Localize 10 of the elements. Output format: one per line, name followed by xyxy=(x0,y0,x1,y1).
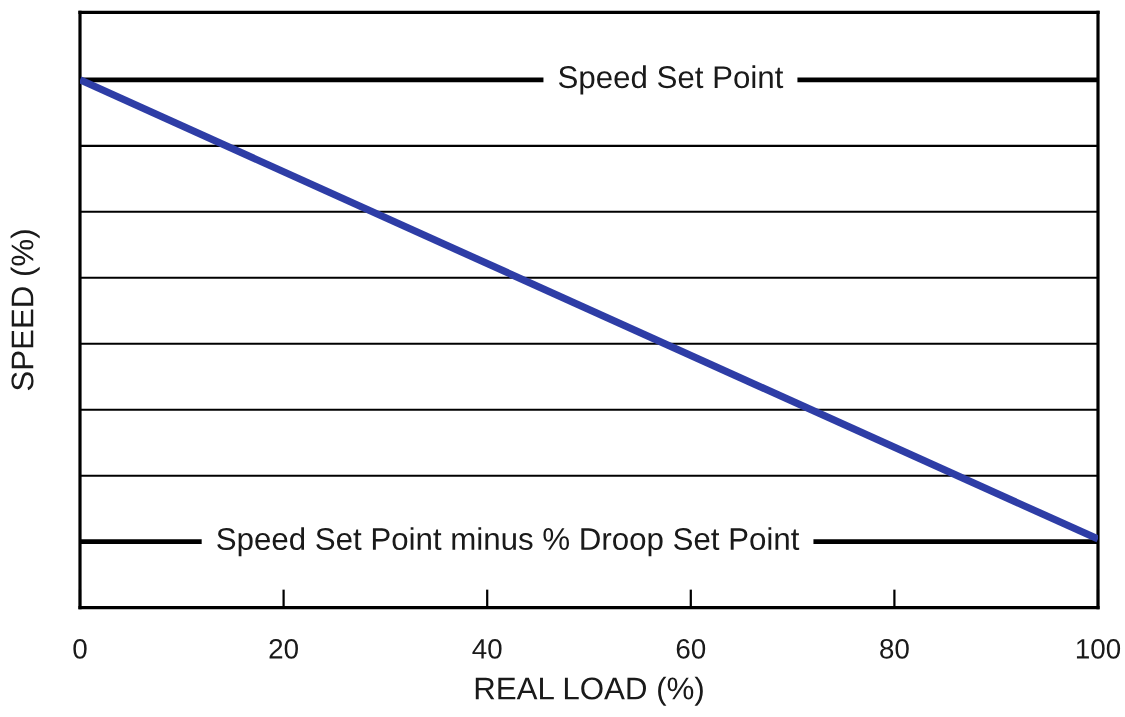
x-tick-label: 100 xyxy=(1076,638,1121,659)
x-tick-label: 0 xyxy=(73,638,87,659)
x-tick-label: 20 xyxy=(269,638,298,659)
x-tick-label: 40 xyxy=(472,638,502,659)
x-tick-label: 80 xyxy=(880,638,909,659)
x-axis-title: REAL LOAD (%) xyxy=(475,676,703,706)
ref-line-label: Speed Set Point xyxy=(558,65,784,95)
x-tick-label: 60 xyxy=(676,638,706,659)
y-axis-title: SPEED (%) xyxy=(10,230,40,391)
ref-line-label: Speed Set Point minus % Droop Set Point xyxy=(217,527,800,557)
